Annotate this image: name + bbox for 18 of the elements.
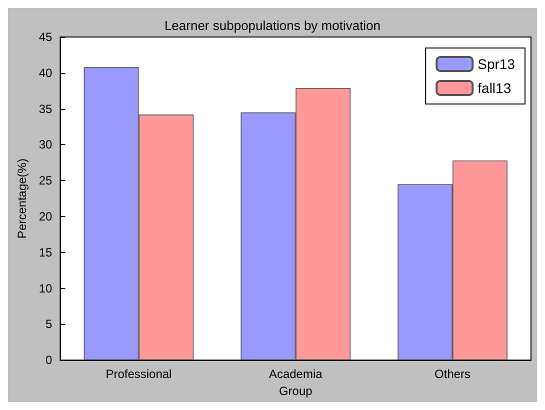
x-tick-label: Professional <box>106 367 172 382</box>
y-tick-label: 20 <box>38 210 53 224</box>
y-tick-label: 30 <box>38 138 53 152</box>
y-tick-label: 25 <box>38 174 53 188</box>
y-tick-label: 40 <box>38 66 53 80</box>
legend-label: fall13 <box>478 80 512 96</box>
x-axis-title: Group <box>278 384 313 398</box>
chart-title: Learner subpopulations by motivation <box>164 18 381 33</box>
legend-label: Spr13 <box>478 56 516 72</box>
y-tick-label: 35 <box>38 102 53 116</box>
y-tick-label: 15 <box>38 245 53 260</box>
y-tick-label: 10 <box>38 281 53 296</box>
x-tick-label: Academia <box>268 367 323 382</box>
y-axis-title: Percentage(%) <box>15 158 29 239</box>
x-tick-label: Others <box>434 367 471 382</box>
y-tick-label: 0 <box>46 353 53 368</box>
y-tick-label: 45 <box>38 30 53 44</box>
y-tick-label: 5 <box>46 317 53 332</box>
